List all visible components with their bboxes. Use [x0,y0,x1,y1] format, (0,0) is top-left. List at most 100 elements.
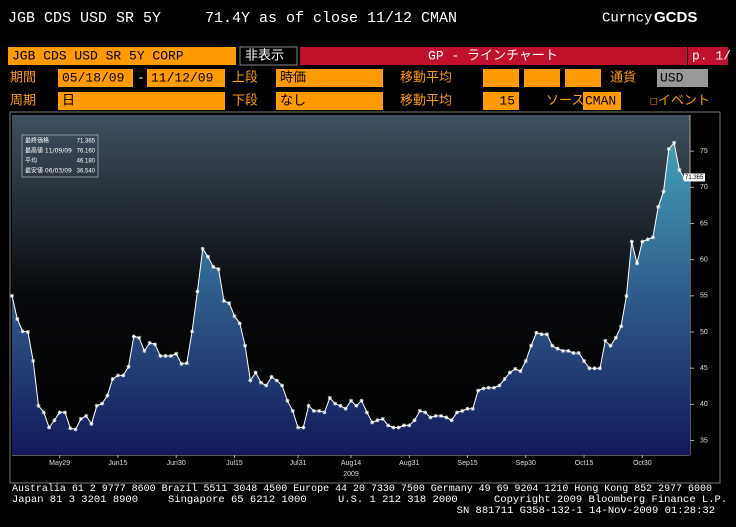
point-marker [470,406,475,411]
x-tick-label: Jul31 [290,460,307,467]
point-marker [666,147,671,151]
point-marker [237,321,242,326]
point-marker [216,267,221,272]
point-marker [571,351,576,355]
point-marker [587,366,592,371]
y-tick-label: 40 [700,401,708,408]
point-marker [269,374,274,379]
ma-field[interactable] [483,69,519,87]
point-marker [412,418,417,423]
x-tick-label: May29 [49,460,70,467]
upper-field[interactable] [276,69,383,87]
point-marker [592,366,597,371]
point-marker [428,415,433,420]
last-value-label: 71.365 [685,175,704,181]
point-marker [258,380,263,385]
last-value-tag [684,173,705,182]
point-marker [349,398,353,403]
point-marker [645,237,650,242]
point-marker [174,351,179,356]
point-marker [221,298,226,303]
source-field[interactable] [583,92,621,110]
currency-field[interactable] [657,69,708,87]
point-marker [555,346,560,351]
point-marker [311,408,316,413]
point-marker [57,410,62,415]
ma-field[interactable] [524,69,560,87]
quote: 71.4Y as of close 11/12 CMAN [205,10,457,27]
point-marker [661,189,666,194]
point-marker [433,413,438,418]
ma-field[interactable] [565,69,601,87]
point-marker [31,358,36,363]
security-field[interactable] [8,47,236,65]
y-tick-label: 75 [700,148,708,155]
point-marker [179,361,184,366]
point-marker [280,383,285,388]
point-marker [449,418,454,423]
point-marker [613,335,618,340]
point-marker [566,348,571,353]
point-marker [227,301,232,306]
point-marker [624,293,629,298]
footer-contacts: Singapore 65 6212 1000 [168,494,307,506]
ma-label: 移動平均 [400,70,452,85]
hide-button[interactable] [239,46,298,66]
cycle-field[interactable] [58,92,225,110]
point-marker [274,378,279,383]
hide: 非表示 [245,48,284,63]
point-marker [41,410,46,415]
point-marker [544,332,549,337]
point-marker [354,403,359,408]
point-marker [105,393,110,398]
point-marker [20,329,25,334]
point-marker [465,406,470,411]
point-marker [184,361,189,366]
point-marker [502,377,507,382]
point-marker [137,335,142,340]
y-tick-label: 50 [700,329,708,336]
footer-contacts: Australia 61 2 9777 8600 Brazil 5511 304… [12,483,712,495]
events[interactable]: ☐イベント [650,93,710,108]
area [12,142,690,456]
y-tick-label: 65 [700,220,708,227]
lower: なし [280,93,306,108]
point-marker [650,235,655,240]
y-tick-label: 45 [700,365,708,372]
stats-label: 最高値 11/09/09 [25,147,72,155]
point-marker [460,408,465,413]
plot: 35 40 45 50 55 60 65 70 75 May29 Jun15 Jun30 Jul15 Ju… [10,134,708,478]
point-marker [640,239,645,244]
ticker: JGB CDS USD SR 5Y [8,10,161,27]
point-marker [115,373,120,378]
point-marker [486,385,491,390]
point-marker [78,416,83,421]
stats-value: 71.365 [77,139,96,145]
upper-label: 上段 [232,70,258,85]
point-marker [518,369,523,374]
point-marker [391,425,396,430]
start: 05/18/09 [62,70,124,85]
point-marker [582,358,587,363]
point-marker [407,423,412,428]
point-marker [285,398,290,403]
point-marker [68,426,73,431]
point-marker [597,366,602,371]
point-marker [444,415,449,420]
lower-field[interactable] [276,92,383,110]
ma-period-field[interactable] [483,92,519,110]
end-field[interactable] [147,69,225,87]
x-tick-label: Oct15 [575,460,594,467]
start-field[interactable] [58,69,133,87]
point-marker [47,425,52,430]
point-marker [36,403,41,408]
point-marker [481,386,486,391]
point-marker [163,353,168,358]
y-tick-label: 55 [700,293,708,300]
point-marker [333,401,338,406]
point-marker [290,408,295,413]
point-marker [534,330,539,335]
point-marker [619,324,624,329]
point-marker [243,343,248,348]
